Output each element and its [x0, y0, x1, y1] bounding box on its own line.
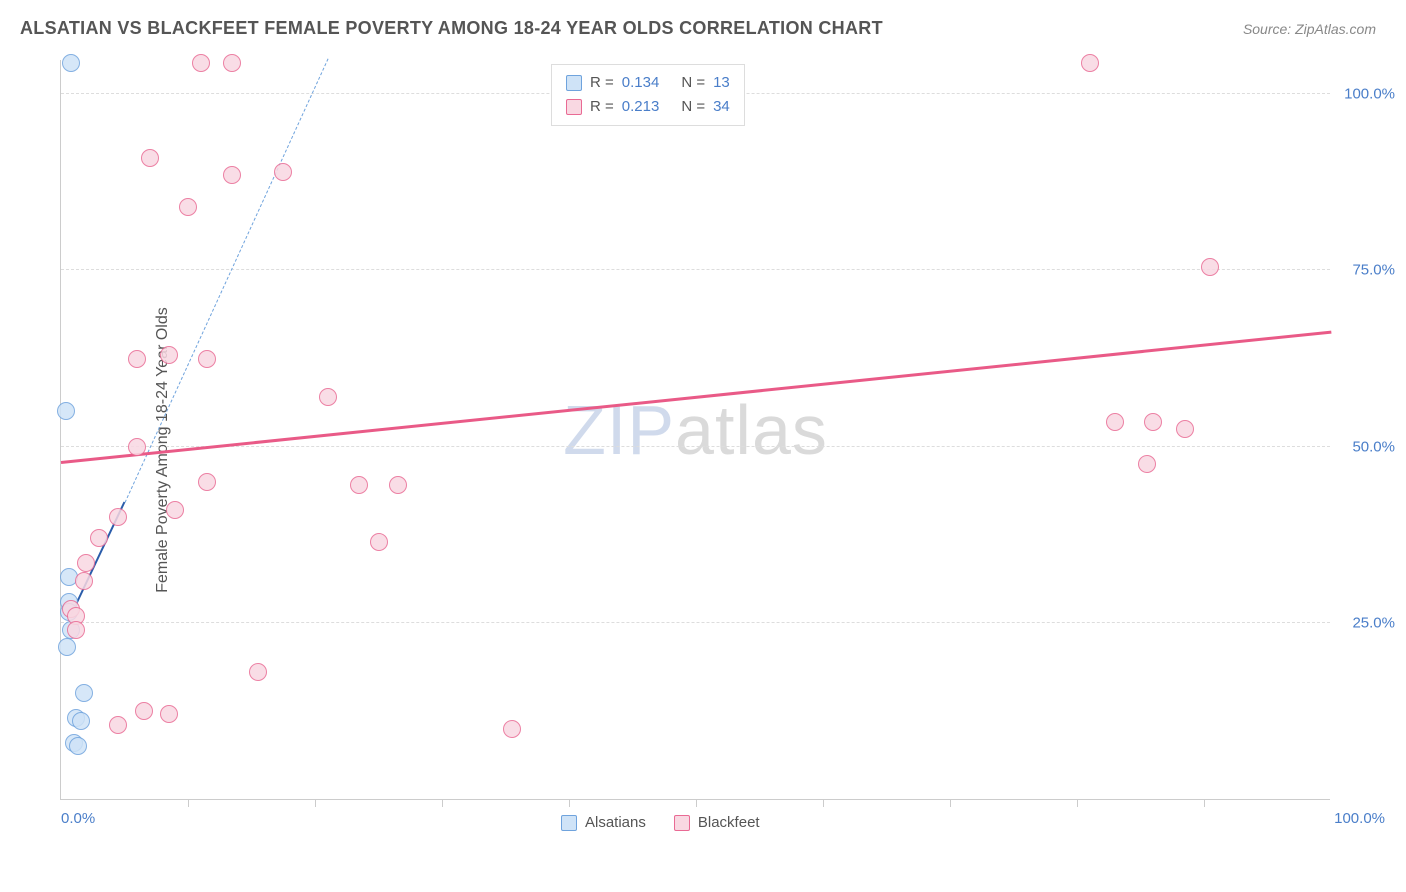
legend-label: Blackfeet	[698, 814, 760, 831]
n-label: N =	[681, 95, 705, 119]
watermark: ZIPatlas	[563, 390, 828, 470]
x-tick	[950, 799, 951, 807]
data-point	[370, 533, 388, 551]
x-tick	[569, 799, 570, 807]
data-point	[75, 684, 93, 702]
plot-area: ZIPatlas 25.0%50.0%75.0%100.0%0.0%100.0%…	[60, 60, 1330, 800]
data-point	[128, 350, 146, 368]
y-tick-label: 100.0%	[1344, 86, 1395, 103]
x-tick	[696, 799, 697, 807]
x-tick	[823, 799, 824, 807]
y-tick-label: 25.0%	[1352, 614, 1395, 631]
correlation-legend: R = 0.134 N = 13 R = 0.213 N = 34	[551, 64, 745, 126]
gridline-h	[61, 446, 1330, 447]
data-point	[1106, 413, 1124, 431]
data-point	[160, 346, 178, 364]
x-tick	[1077, 799, 1078, 807]
data-point	[1176, 420, 1194, 438]
data-point	[69, 737, 87, 755]
x-tick	[315, 799, 316, 807]
series-legend: Alsatians Blackfeet	[561, 814, 760, 831]
data-point	[109, 716, 127, 734]
y-tick-label: 50.0%	[1352, 438, 1395, 455]
data-point	[1081, 54, 1099, 72]
x-tick	[1204, 799, 1205, 807]
data-point	[179, 198, 197, 216]
data-point	[1201, 258, 1219, 276]
data-point	[198, 350, 216, 368]
data-point	[192, 54, 210, 72]
x-tick	[188, 799, 189, 807]
data-point	[90, 529, 108, 547]
data-point	[223, 166, 241, 184]
legend-swatch	[674, 815, 690, 831]
legend-swatch	[561, 815, 577, 831]
data-point	[62, 54, 80, 72]
n-value: 13	[713, 71, 730, 95]
data-point	[128, 438, 146, 456]
legend-item: Alsatians	[561, 814, 646, 831]
legend-item: Blackfeet	[674, 814, 760, 831]
data-point	[223, 54, 241, 72]
data-point	[67, 621, 85, 639]
data-point	[77, 554, 95, 572]
data-point	[166, 501, 184, 519]
legend-row: R = 0.134 N = 13	[566, 71, 730, 95]
x-tick	[442, 799, 443, 807]
data-point	[319, 388, 337, 406]
n-value: 34	[713, 95, 730, 119]
data-point	[160, 705, 178, 723]
data-point	[1144, 413, 1162, 431]
data-point	[249, 663, 267, 681]
data-point	[58, 638, 76, 656]
data-point	[274, 163, 292, 181]
data-point	[135, 702, 153, 720]
r-value: 0.213	[622, 95, 660, 119]
data-point	[1138, 455, 1156, 473]
chart-container: Female Poverty Among 18-24 Year Olds ZIP…	[60, 60, 1380, 840]
data-point	[389, 476, 407, 494]
data-point	[72, 712, 90, 730]
n-label: N =	[681, 71, 705, 95]
chart-title: ALSATIAN VS BLACKFEET FEMALE POVERTY AMO…	[20, 18, 883, 39]
trend-line	[61, 331, 1331, 464]
x-tick-label-min: 0.0%	[61, 810, 95, 827]
data-point	[350, 476, 368, 494]
legend-swatch	[566, 75, 582, 91]
r-label: R =	[590, 95, 614, 119]
data-point	[503, 720, 521, 738]
r-label: R =	[590, 71, 614, 95]
legend-label: Alsatians	[585, 814, 646, 831]
data-point	[75, 572, 93, 590]
data-point	[141, 149, 159, 167]
legend-swatch	[566, 99, 582, 115]
data-point	[57, 402, 75, 420]
r-value: 0.134	[622, 71, 660, 95]
x-tick-label-max: 100.0%	[1334, 810, 1385, 827]
watermark-atlas: atlas	[675, 391, 828, 469]
gridline-h	[61, 622, 1330, 623]
y-tick-label: 75.0%	[1352, 262, 1395, 279]
data-point	[198, 473, 216, 491]
source-label: Source: ZipAtlas.com	[1243, 21, 1376, 37]
legend-row: R = 0.213 N = 34	[566, 95, 730, 119]
gridline-h	[61, 269, 1330, 270]
data-point	[109, 508, 127, 526]
